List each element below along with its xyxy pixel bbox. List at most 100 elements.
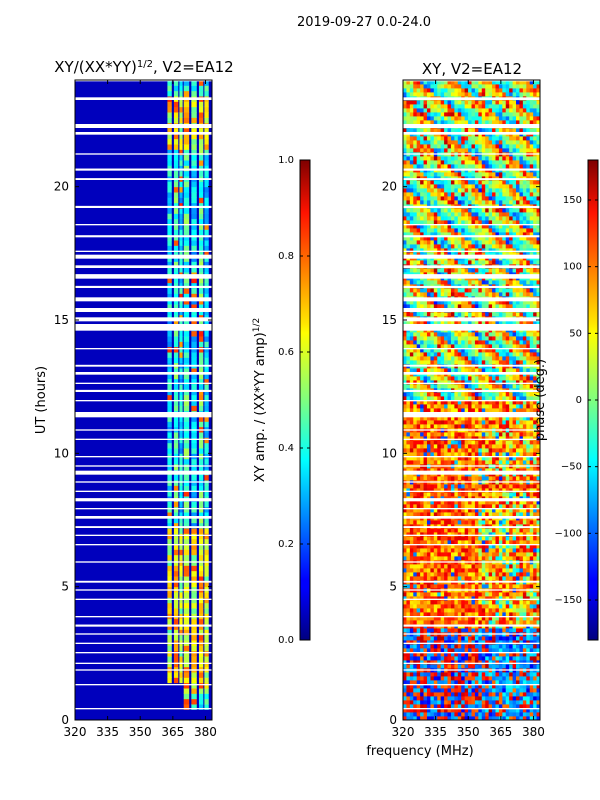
phase-cell	[498, 528, 503, 533]
amplitude-cell	[183, 240, 190, 246]
phase-cell	[450, 384, 455, 389]
phase-cell	[478, 700, 483, 705]
phase-cell	[461, 348, 466, 353]
phase-cell	[464, 648, 469, 653]
phase-cell	[437, 676, 442, 681]
phase-cell	[529, 460, 534, 465]
amplitude-ylabel: UT (hours)	[34, 366, 49, 434]
phase-cell	[519, 320, 524, 325]
phase-cell	[437, 596, 442, 601]
amplitude-cell	[198, 133, 204, 140]
amplitude-cell	[179, 650, 183, 657]
phase-cell	[461, 420, 466, 425]
phase-cell	[488, 568, 493, 573]
phase-cell	[516, 596, 520, 601]
phase-cell	[457, 440, 462, 445]
phase-cell	[423, 344, 428, 349]
amplitude-cell	[179, 352, 183, 358]
phase-cell	[512, 644, 517, 649]
phase-cell	[420, 708, 424, 713]
phase-cell	[522, 564, 527, 569]
phase-cell	[485, 416, 490, 421]
phase-cell	[409, 424, 414, 429]
amplitude-cell	[191, 704, 197, 710]
phase-cell	[481, 332, 486, 337]
phase-cell	[454, 596, 459, 601]
amplitude-cell	[179, 346, 183, 353]
phase-cell	[512, 424, 517, 429]
phase-cell	[488, 656, 493, 661]
phase-cell	[533, 564, 537, 569]
phase-cell	[409, 700, 414, 705]
phase-cell	[413, 532, 418, 537]
phase-cell	[478, 520, 483, 525]
amplitude-cell	[179, 293, 183, 300]
amplitude-cell	[183, 352, 190, 358]
phase-cell	[505, 468, 510, 473]
phase-cell	[454, 536, 459, 541]
phase-cell	[474, 576, 479, 581]
phase-cell	[447, 512, 452, 517]
phase-cell	[454, 448, 459, 453]
phase-cell	[464, 692, 469, 697]
phase-cell	[461, 476, 466, 481]
phase-cell	[406, 344, 411, 349]
phase-cell	[526, 636, 531, 641]
phase-cell	[495, 348, 500, 353]
amplitude-cell	[198, 192, 204, 198]
phase-cell	[461, 620, 466, 625]
phase-cell	[478, 584, 483, 589]
phase-cell	[423, 620, 428, 625]
phase-cell	[403, 552, 407, 557]
amplitude-cell	[173, 144, 179, 150]
phase-cell	[406, 628, 411, 633]
phase-cell	[522, 352, 527, 357]
phase-cell	[461, 656, 466, 661]
phase-cell	[502, 368, 507, 373]
phase-cell	[450, 704, 455, 709]
amplitude-cell	[179, 458, 183, 465]
phase-cell	[464, 688, 469, 693]
phase-cell	[505, 692, 510, 697]
amplitude-cell	[204, 160, 209, 166]
phase-cell	[488, 392, 493, 397]
phase-cell	[454, 332, 459, 337]
phase-cell	[471, 640, 476, 645]
phase-cell	[471, 540, 476, 545]
phase-cell	[416, 552, 421, 557]
phase-cell	[498, 504, 503, 509]
phase-cell	[423, 608, 428, 613]
amplitude-cell	[173, 432, 179, 438]
phase-cell	[444, 404, 448, 409]
phase-cell	[498, 552, 503, 557]
phase-cell	[471, 356, 476, 361]
phase-cell	[488, 320, 493, 325]
phase-cell	[426, 444, 431, 449]
amplitude-cell	[173, 624, 179, 630]
amplitude-cell	[179, 202, 183, 209]
phase-cell	[492, 680, 496, 685]
phase-cell	[444, 448, 448, 453]
amplitude-cell	[173, 485, 179, 492]
phase-cell	[468, 552, 472, 557]
phase-cell	[420, 376, 424, 381]
phase-cell	[457, 704, 462, 709]
phase-cell	[526, 620, 531, 625]
phase-cell	[498, 636, 503, 641]
phase-cell	[481, 608, 486, 613]
amplitude-cell	[198, 80, 204, 86]
phase-cell	[430, 572, 435, 577]
phase-cell	[426, 600, 431, 605]
phase-cell	[536, 704, 541, 709]
phase-cell	[481, 488, 486, 493]
amplitude-flag-gap	[75, 652, 212, 654]
amplitude-cell	[191, 693, 197, 700]
phase-cell	[495, 688, 500, 693]
phase-cell	[492, 344, 496, 349]
phase-cell	[492, 488, 496, 493]
phase-cell	[416, 528, 421, 533]
phase-cell	[533, 652, 537, 657]
amplitude-cell	[191, 528, 197, 534]
phase-cell	[447, 556, 452, 561]
phase-cell	[454, 384, 459, 389]
